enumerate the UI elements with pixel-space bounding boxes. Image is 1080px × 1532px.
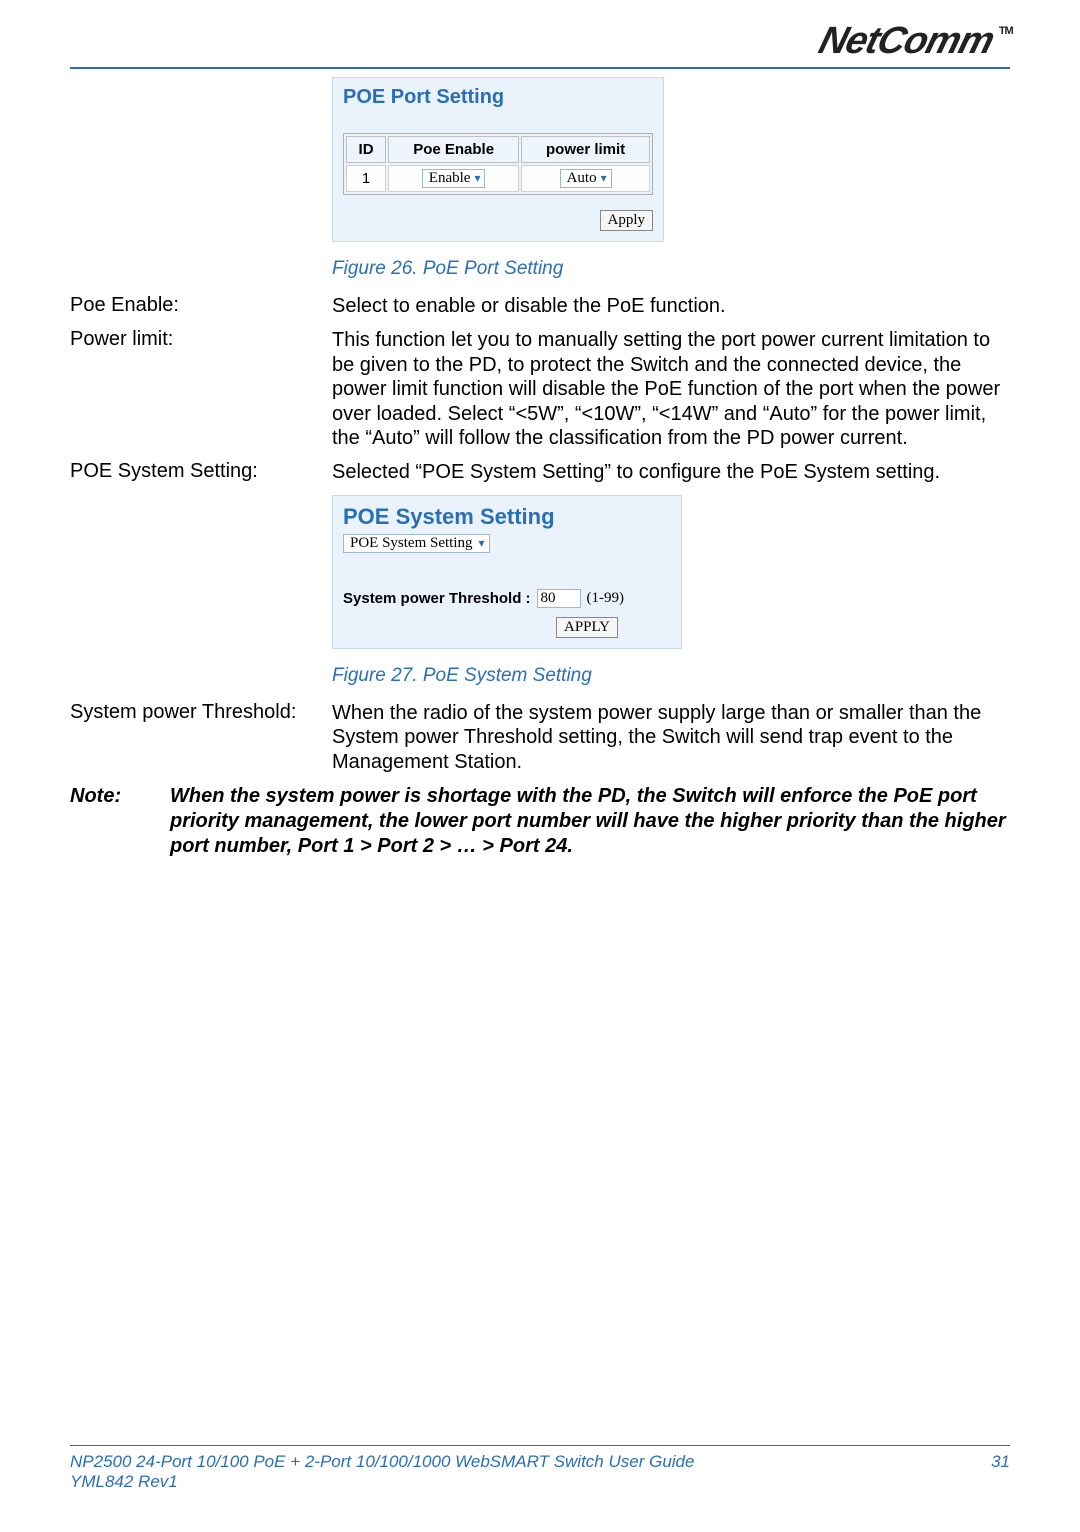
footer-left: NP2500 24-Port 10/100 PoE + 2-Port 10/10…	[70, 1452, 694, 1492]
poe-port-title: POE Port Setting	[343, 86, 653, 109]
footer-guide-title: NP2500 24-Port 10/100 PoE + 2-Port 10/10…	[70, 1452, 694, 1472]
power-limit-value: Auto	[567, 170, 597, 187]
header-logo-row: NetComm TM	[70, 20, 1010, 63]
poe-enable-desc: Select to enable or disable the PoE func…	[332, 294, 1010, 318]
power-limit-desc: This function let you to manually settin…	[332, 328, 1010, 450]
figure-27-caption: Figure 27. PoE System Setting	[332, 665, 1010, 687]
poe-enable-value: Enable	[429, 170, 471, 187]
table-header-row: ID Poe Enable power limit	[346, 136, 650, 163]
poe-port-setting-panel: POE Port Setting ID Poe Enable power lim…	[332, 77, 664, 242]
chevron-down-icon: ▾	[601, 171, 607, 186]
power-limit-select[interactable]: Auto ▾	[560, 169, 612, 188]
chevron-down-icon: ▾	[474, 171, 480, 186]
spt-def-body: When the radio of the system power suppl…	[332, 701, 1010, 774]
cell-power-limit: Auto ▾	[521, 165, 650, 192]
poe-enable-select[interactable]: Enable ▾	[422, 169, 486, 188]
poe-system-select[interactable]: POE System Setting ▾	[343, 534, 490, 553]
brand-logo: NetComm TM	[814, 20, 1016, 63]
system-power-threshold-range: (1-99)	[587, 590, 625, 607]
cell-id: 1	[346, 165, 386, 192]
page-footer: NP2500 24-Port 10/100 PoE + 2-Port 10/10…	[70, 1445, 1010, 1492]
note-body: When the system power is shortage with t…	[170, 784, 1010, 859]
poe-system-label: POE System Setting:	[70, 460, 332, 483]
poe-port-table: ID Poe Enable power limit 1 Enable ▾ Aut…	[343, 133, 653, 195]
header-rule	[70, 67, 1010, 69]
page-number: 31	[991, 1452, 1010, 1492]
poe-enable-label: Poe Enable:	[70, 294, 332, 317]
brand-name: NetComm	[814, 20, 998, 63]
brand-tm: TM	[999, 25, 1013, 37]
figure-26-caption: Figure 26. PoE Port Setting	[332, 258, 1010, 280]
poe-system-setting-panel: POE System Setting POE System Setting ▾ …	[332, 495, 682, 649]
poe-system-title: POE System Setting	[343, 504, 671, 530]
spt-def-label: System power Threshold:	[70, 701, 332, 724]
col-poe-enable: Poe Enable	[388, 136, 519, 163]
apply-button[interactable]: Apply	[600, 210, 654, 231]
poe-system-select-value: POE System Setting	[350, 535, 473, 552]
poe-system-desc: Selected “POE System Setting” to configu…	[332, 460, 1010, 484]
system-power-threshold-input[interactable]: 80	[537, 589, 581, 608]
power-limit-label: Power limit:	[70, 328, 332, 351]
chevron-down-icon: ▾	[479, 536, 485, 551]
footer-doc-rev: YML842 Rev1	[70, 1472, 694, 1492]
note-label: Note:	[70, 784, 170, 859]
cell-poe-enable: Enable ▾	[388, 165, 519, 192]
apply-button[interactable]: APPLY	[556, 617, 618, 638]
col-power-limit: power limit	[521, 136, 650, 163]
system-power-threshold-label: System power Threshold :	[343, 590, 531, 607]
footer-rule	[70, 1445, 1010, 1446]
table-row: 1 Enable ▾ Auto ▾	[346, 165, 650, 192]
col-id: ID	[346, 136, 386, 163]
